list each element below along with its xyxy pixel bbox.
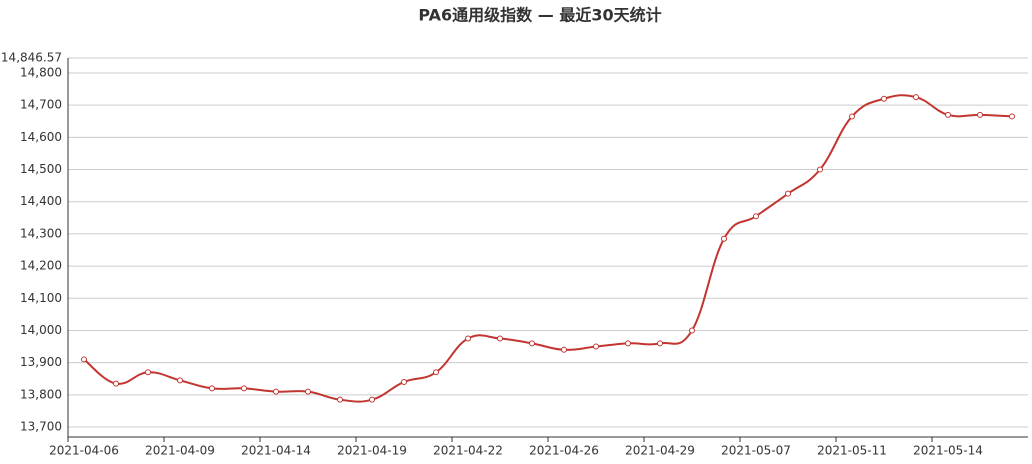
x-tick-label: 2021-04-06 bbox=[49, 444, 119, 458]
point bbox=[785, 190, 791, 197]
point bbox=[305, 388, 311, 395]
point bbox=[913, 94, 919, 101]
point bbox=[81, 356, 87, 363]
x-tick-label: 2021-05-14 bbox=[913, 444, 983, 458]
y-tick-label: 14,000 bbox=[20, 323, 62, 337]
x-tick-label: 2021-04-19 bbox=[337, 444, 407, 458]
y-tick-label: 14,100 bbox=[20, 291, 62, 305]
point bbox=[881, 95, 887, 102]
point bbox=[945, 111, 951, 118]
point bbox=[849, 113, 855, 120]
y-tick-label: 14,800 bbox=[20, 65, 62, 79]
point bbox=[529, 340, 535, 347]
x-tick-label: 2021-05-11 bbox=[817, 444, 887, 458]
point bbox=[369, 396, 375, 403]
y-tick-label: 14,300 bbox=[20, 226, 62, 240]
point bbox=[145, 369, 151, 376]
y-tick-label: 14,200 bbox=[20, 259, 62, 273]
point bbox=[721, 235, 727, 242]
point bbox=[209, 385, 215, 392]
x-tick-label: 2021-04-26 bbox=[529, 444, 599, 458]
point bbox=[561, 346, 567, 353]
point bbox=[113, 380, 119, 387]
point bbox=[977, 111, 983, 118]
point bbox=[753, 213, 759, 220]
point bbox=[689, 327, 695, 334]
point bbox=[433, 369, 439, 376]
point bbox=[625, 340, 631, 347]
point bbox=[593, 343, 599, 350]
point bbox=[1009, 113, 1015, 120]
y-tick-label: 14,846.57 bbox=[1, 51, 62, 65]
y-tick-label: 14,700 bbox=[20, 98, 62, 112]
x-tick-label: 2021-04-22 bbox=[433, 444, 503, 458]
point bbox=[177, 377, 183, 384]
y-tick-label: 14,400 bbox=[20, 194, 62, 208]
point bbox=[241, 385, 247, 392]
point bbox=[337, 396, 343, 403]
y-tick-label: 14,600 bbox=[20, 130, 62, 144]
chart-title: PA6通用级指数 — 最近30天统计 bbox=[418, 6, 661, 25]
point bbox=[465, 335, 471, 342]
point bbox=[497, 335, 503, 342]
y-tick-label: 14,500 bbox=[20, 162, 62, 176]
x-tick-label: 2021-04-14 bbox=[241, 444, 311, 458]
y-tick-label: 13,800 bbox=[20, 387, 62, 401]
y-tick-label: 13,900 bbox=[20, 355, 62, 369]
x-tick-label: 2021-04-29 bbox=[625, 444, 695, 458]
point bbox=[273, 388, 279, 395]
point bbox=[401, 378, 407, 385]
point bbox=[657, 340, 663, 347]
y-tick-label: 13,700 bbox=[20, 420, 62, 434]
x-tick-label: 2021-04-09 bbox=[145, 444, 215, 458]
point bbox=[817, 166, 823, 173]
x-tick-label: 2021-05-07 bbox=[721, 444, 791, 458]
line bbox=[83, 94, 1013, 403]
